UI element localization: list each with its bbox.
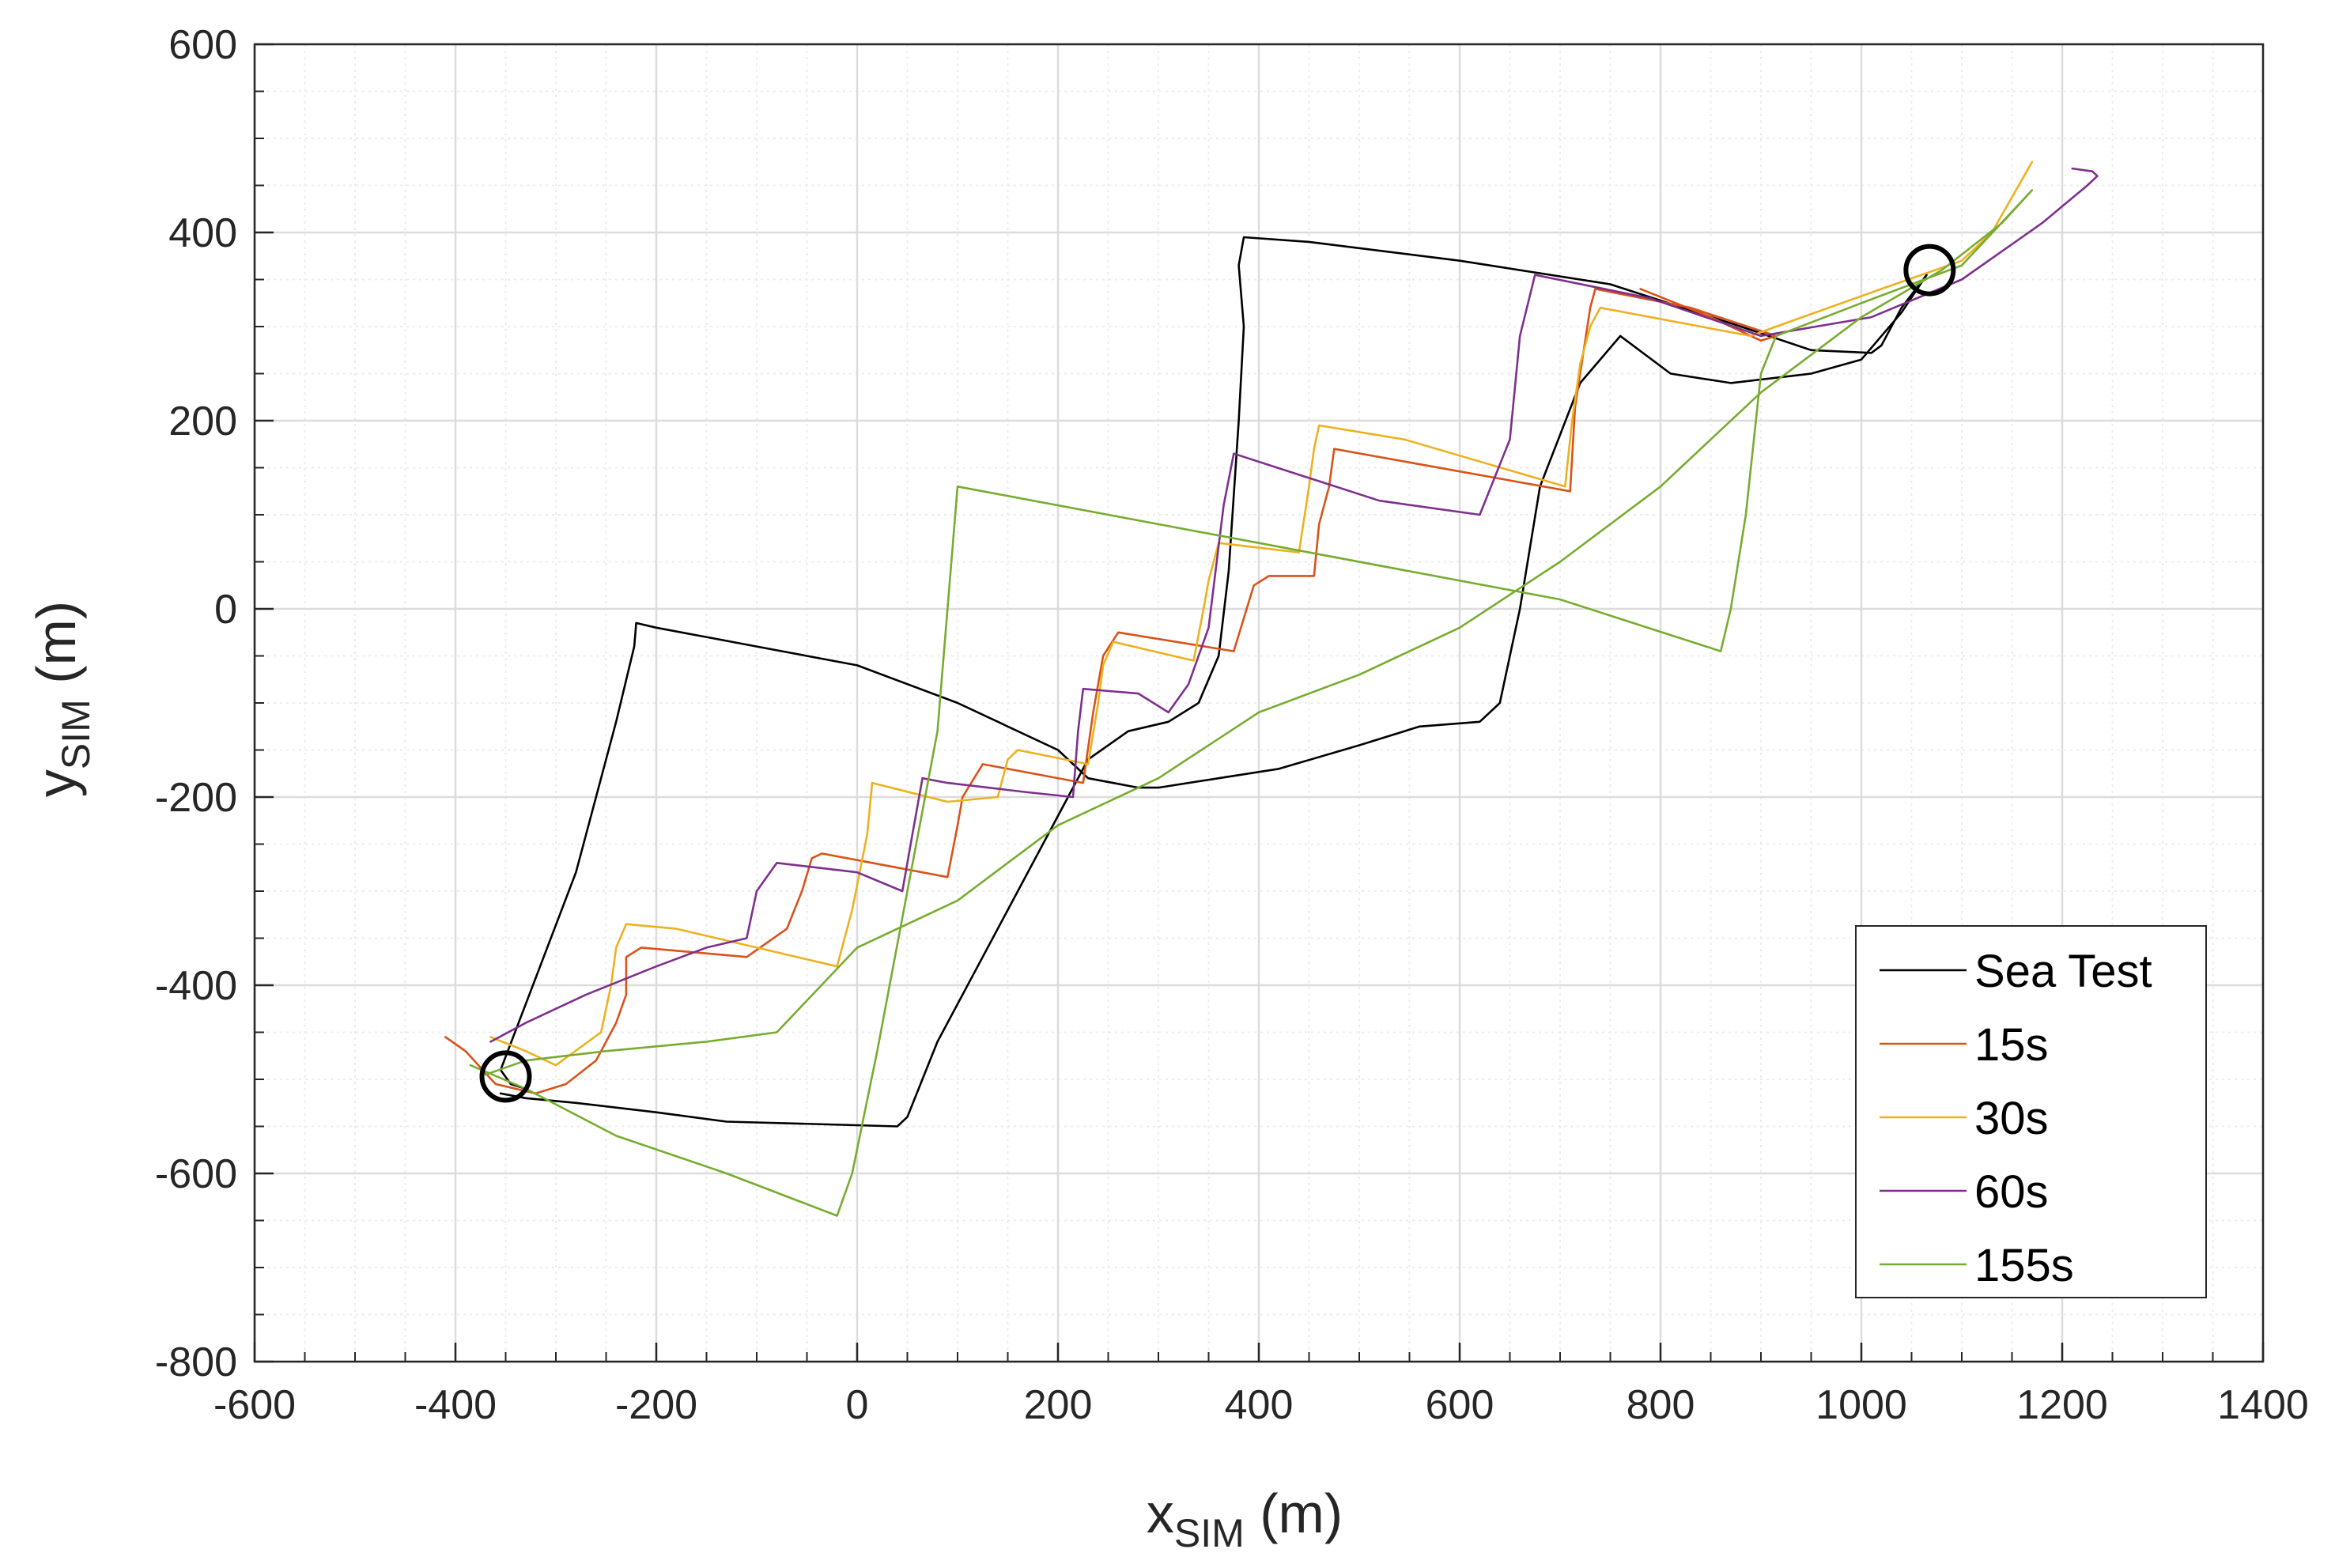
y-tick-label: -200 [155, 775, 237, 821]
marker-layer [479, 244, 1956, 1103]
x-tick-label: 1400 [2217, 1382, 2309, 1428]
circle-marker-1 [1903, 244, 1956, 297]
x-axis-label: xSIM (m) [1147, 1483, 1343, 1555]
y-tick-label: -400 [155, 963, 237, 1009]
x-tick-label: 400 [1225, 1382, 1294, 1428]
y-tick-label: -600 [155, 1151, 237, 1197]
y-tick-label: 200 [168, 399, 237, 444]
x-tick-label: 0 [846, 1382, 869, 1428]
y-tick-label: -800 [155, 1339, 237, 1385]
legend-label-4: 155s [1974, 1240, 2074, 1291]
circle-marker-0 [479, 1050, 532, 1103]
y-tick-labels: -800 -600 -400 -200 0 200 400 600 [155, 22, 237, 1385]
x-axis-label-unit: (m) [1245, 1483, 1343, 1544]
y-axis-label: ySIM (m) [25, 601, 98, 797]
x-axis-label-base: x [1147, 1483, 1174, 1544]
legend-label-1: 15s [1974, 1019, 2049, 1071]
y-tick-label: 0 [214, 587, 237, 633]
series-line-3 [489, 167, 2099, 1043]
legend: Sea Test 15s 30s 60s 155s [1855, 925, 2207, 1298]
series-line-0 [499, 236, 1928, 1128]
tick-layer [253, 43, 2265, 1363]
x-axis-label-subscript: SIM [1174, 1511, 1245, 1555]
x-tick-label: 1000 [1815, 1382, 1907, 1428]
x-tick-label: 1200 [2016, 1382, 2108, 1428]
x-tick-label: 600 [1426, 1382, 1494, 1428]
y-tick-label: 600 [168, 22, 237, 68]
legend-label-2: 30s [1974, 1093, 2049, 1144]
y-axis-label-unit: (m) [25, 601, 87, 699]
x-tick-label: -600 [213, 1382, 296, 1428]
legend-box [1855, 925, 2207, 1298]
x-tick-label: 800 [1627, 1382, 1695, 1428]
x-tick-label: 200 [1024, 1382, 1093, 1428]
y-tick-label: 400 [168, 210, 237, 256]
legend-label-0: Sea Test [1974, 946, 2152, 997]
x-tick-label: -200 [615, 1382, 697, 1428]
minor-grid [255, 44, 2263, 1362]
y-axis-label-subscript: SIM [54, 699, 98, 769]
x-tick-labels: -600 -400 -200 0 200 400 600 800 1000 1200 1400 [213, 1382, 2309, 1428]
legend-label-3: 60s [1974, 1166, 2049, 1218]
x-tick-label: -400 [414, 1382, 497, 1428]
y-axis-label-base: y [25, 769, 87, 797]
series-line-2 [489, 161, 2034, 1067]
